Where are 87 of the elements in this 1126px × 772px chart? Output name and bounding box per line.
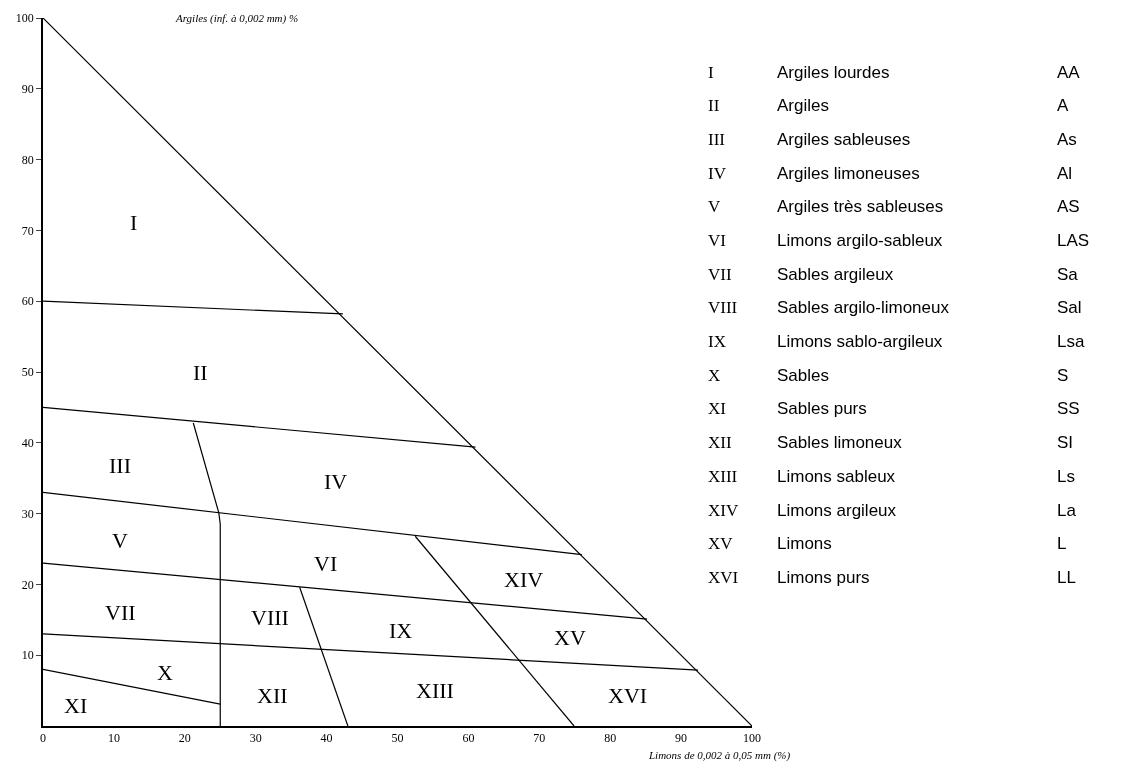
x-tick-label: 80 (604, 731, 617, 746)
x-tick-label: 70 (533, 731, 546, 746)
x-tick-label: 50 (391, 731, 404, 746)
y-tick-label: 80 (21, 152, 34, 167)
annotation: II (193, 360, 208, 385)
annotation: IV (324, 469, 348, 494)
x-tick-label: 90 (675, 731, 688, 746)
text: Limons sablo-argileux (777, 332, 943, 351)
annotation: XI (64, 693, 88, 718)
text: A (1057, 96, 1069, 115)
text: Argiles (777, 96, 829, 115)
y-tick-label: 100 (15, 11, 34, 26)
y-tick-label: 40 (21, 436, 34, 450)
annotation: XIII (416, 678, 454, 703)
annotation: VII (708, 265, 732, 284)
text: La (1057, 501, 1077, 520)
annotation: X (157, 660, 173, 685)
y-tick-label: 20 (21, 577, 34, 592)
text: Limons (777, 534, 832, 553)
annotation: IX (708, 332, 726, 351)
x-axis-title: Limons de 0,002 à 0,05 mm (%) (648, 749, 791, 762)
text: LL (1057, 568, 1076, 587)
annotation: XV (554, 625, 586, 650)
text: Limons sableux (777, 467, 896, 486)
x-tick-label: 30 (249, 731, 262, 746)
annotation: VII (105, 600, 136, 625)
text: Lsa (1057, 332, 1085, 351)
text: Limons purs (777, 568, 870, 587)
x-tick-label: 60 (462, 731, 475, 746)
annotation: X (708, 366, 721, 385)
y-tick-label: 70 (21, 223, 34, 238)
annotation: XIII (708, 467, 738, 486)
text: L (1057, 534, 1067, 553)
annotation: V (708, 197, 721, 216)
text: AS (1057, 197, 1080, 216)
x-tick-label: 40 (320, 731, 333, 746)
annotation: VI (708, 231, 727, 250)
x-tick-label: 10 (107, 731, 120, 746)
text: Limons argilo-sableux (777, 231, 943, 250)
annotation: XVI (708, 568, 739, 587)
text: Argiles sableuses (777, 130, 911, 149)
text: As (1057, 130, 1077, 149)
text: Sa (1057, 265, 1079, 284)
text: Argiles très sableuses (777, 197, 944, 216)
annotation: XIV (504, 567, 544, 592)
text: Sables argilo-limoneux (777, 298, 950, 317)
text: AA (1057, 63, 1081, 82)
y-axis-title: Argiles (inf. à 0,002 mm) % (175, 12, 299, 25)
text: Argiles lourdes (777, 63, 890, 82)
x-tick-label: 0 (40, 731, 46, 746)
text: Sables purs (777, 399, 867, 418)
text: SS (1057, 399, 1080, 418)
annotation: XV (708, 534, 734, 553)
text: Argiles limoneuses (777, 164, 920, 183)
annotation: IX (389, 618, 413, 643)
x-tick-label: 100 (743, 731, 761, 746)
y-tick-label: 90 (21, 82, 34, 96)
y-tick-label: 30 (21, 506, 34, 521)
annotation: XII (257, 683, 288, 708)
annotation: III (708, 130, 726, 149)
annotation: VIII (708, 298, 738, 317)
text: Al (1057, 164, 1073, 183)
annotation: XIV (708, 501, 739, 520)
annotation: II (708, 96, 720, 115)
y-tick-label: 50 (21, 365, 34, 380)
text: Sables limoneux (777, 433, 903, 452)
annotation: VIII (251, 605, 289, 630)
text: Sables (777, 366, 829, 385)
annotation: III (109, 453, 131, 478)
text: Sal (1057, 298, 1082, 317)
annotation: XI (708, 399, 727, 418)
text: Sables argileux (777, 265, 894, 284)
annotation: XII (708, 433, 732, 452)
annotation: IV (708, 164, 727, 183)
x-tick-label: 20 (178, 731, 191, 746)
annotation: I (708, 63, 714, 82)
y-tick-label: 60 (21, 294, 34, 309)
text: Limons argileux (777, 501, 897, 520)
text: S (1057, 366, 1069, 385)
text: LAS (1057, 231, 1090, 250)
y-tick-label: 10 (21, 648, 34, 663)
annotation: I (130, 210, 138, 235)
text: SI (1057, 433, 1074, 452)
annotation: XVI (608, 683, 648, 708)
annotation: VI (314, 551, 338, 576)
annotation: V (112, 528, 128, 553)
text: Ls (1057, 467, 1075, 486)
